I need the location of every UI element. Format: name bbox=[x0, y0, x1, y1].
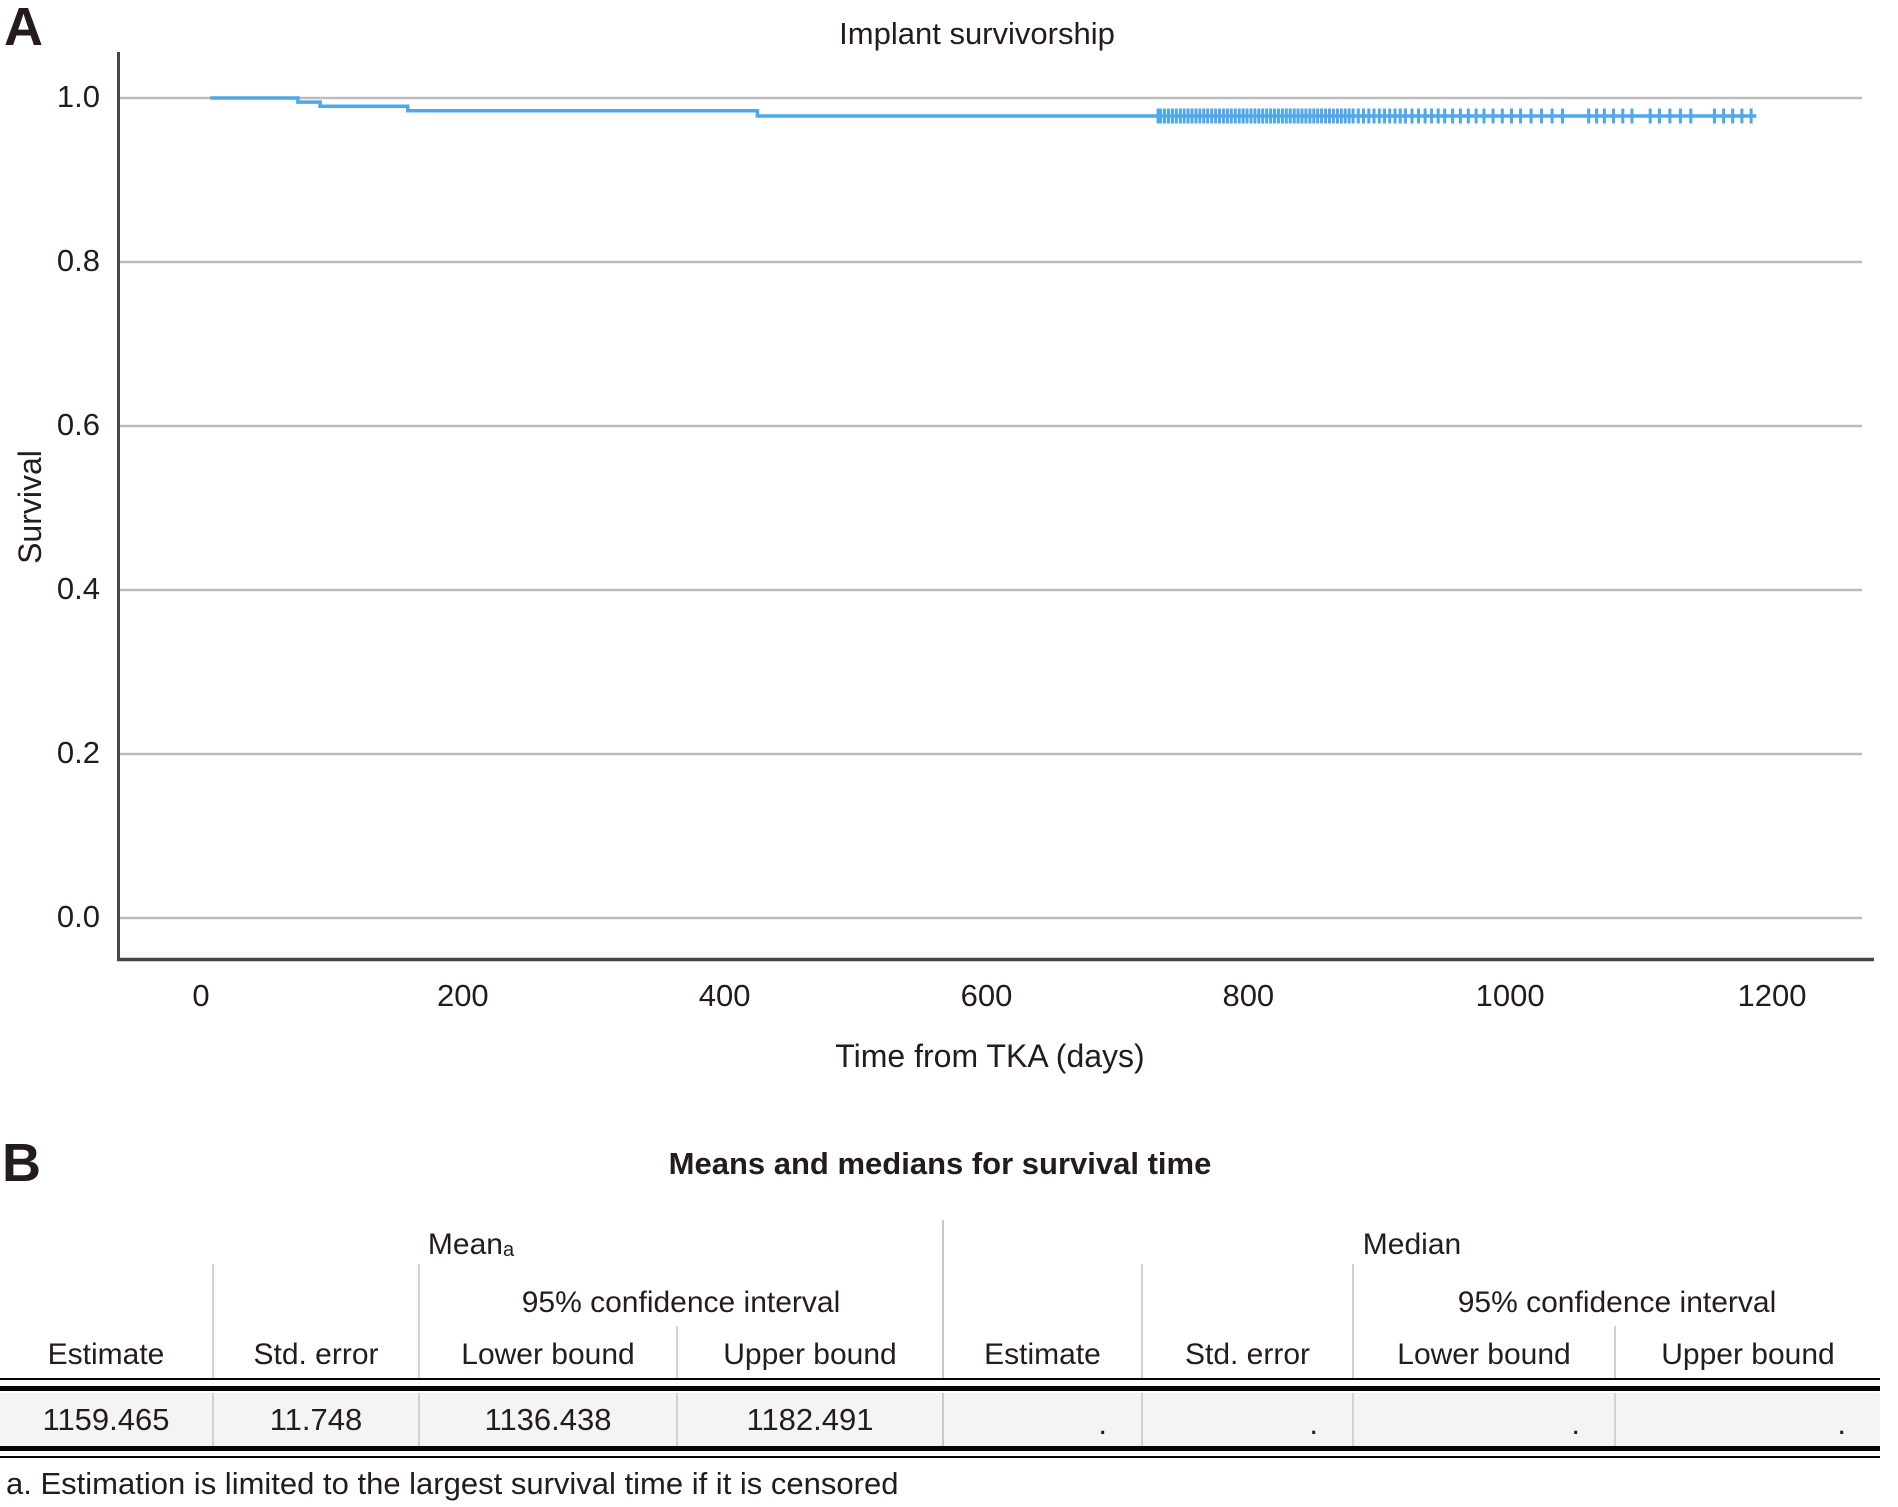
value-upperbound-mean: 1182.491 bbox=[676, 1393, 942, 1446]
spacer-cell bbox=[212, 1264, 418, 1326]
value-lowerbound-median: . bbox=[1352, 1393, 1614, 1446]
panel-b-table: B Means and medians for survival time Me… bbox=[0, 1128, 1898, 1507]
column-header-estimate-mean: Estimate bbox=[0, 1326, 212, 1378]
table-title: Means and medians for survival time bbox=[0, 1146, 1880, 1182]
x-tick-label: 200 bbox=[403, 978, 523, 1014]
column-header-stderror-median: Std. error bbox=[1141, 1326, 1352, 1378]
y-tick-label: 0.4 bbox=[0, 571, 100, 607]
y-tick-label: 1.0 bbox=[0, 79, 100, 115]
table-footnote: a. Estimation is limited to the largest … bbox=[6, 1466, 898, 1502]
mean-ci-header: 95% confidence interval bbox=[418, 1264, 942, 1326]
value-estimate-mean: 1159.465 bbox=[0, 1393, 212, 1446]
table-header-grid: Meana Median 95% confidence interval 95%… bbox=[0, 1220, 1880, 1378]
figure-page: A Implant survivorship Survival Time fro… bbox=[0, 0, 1898, 1507]
y-tick-label: 0.0 bbox=[0, 899, 100, 935]
x-tick-label: 600 bbox=[927, 978, 1047, 1014]
column-header-lowerbound-median: Lower bound bbox=[1352, 1326, 1614, 1378]
y-tick-label: 0.6 bbox=[0, 407, 100, 443]
x-tick-label: 400 bbox=[665, 978, 785, 1014]
spacer-cell bbox=[0, 1264, 212, 1326]
y-tick-label: 0.8 bbox=[0, 243, 100, 279]
spacer-cell bbox=[1141, 1264, 1352, 1326]
chart-title: Implant survivorship bbox=[677, 16, 1277, 52]
survival-curve bbox=[210, 98, 1756, 116]
median-ci-header: 95% confidence interval bbox=[1352, 1264, 1880, 1326]
x-tick-label: 1000 bbox=[1450, 978, 1570, 1014]
column-header-stderror-mean: Std. error bbox=[212, 1326, 418, 1378]
value-upperbound-median: . bbox=[1614, 1393, 1880, 1446]
table-rule-top-thick bbox=[0, 1386, 1880, 1391]
x-tick-label: 800 bbox=[1188, 978, 1308, 1014]
y-tick-label: 0.2 bbox=[0, 735, 100, 771]
table-rule-bottom-thin bbox=[0, 1456, 1880, 1458]
table-rule-top-thin bbox=[0, 1378, 1880, 1380]
column-header-upperbound-mean: Upper bound bbox=[676, 1326, 942, 1378]
km-curve-svg bbox=[0, 0, 1898, 1110]
mean-group-header: Meana bbox=[0, 1220, 942, 1264]
column-header-lowerbound-mean: Lower bound bbox=[418, 1326, 676, 1378]
table-data-row: 1159.465 11.748 1136.438 1182.491 . . . … bbox=[0, 1393, 1880, 1446]
value-stderror-median: . bbox=[1141, 1393, 1352, 1446]
value-lowerbound-mean: 1136.438 bbox=[418, 1393, 676, 1446]
mean-footnote-marker: a bbox=[503, 1239, 514, 1262]
column-header-upperbound-median: Upper bound bbox=[1614, 1326, 1880, 1378]
mean-label: Mean bbox=[428, 1228, 503, 1262]
value-estimate-median: . bbox=[942, 1393, 1141, 1446]
median-label: Median bbox=[1363, 1228, 1461, 1262]
column-header-estimate-median: Estimate bbox=[942, 1326, 1141, 1378]
x-tick-label: 1200 bbox=[1712, 978, 1832, 1014]
spacer-cell bbox=[942, 1264, 1141, 1326]
x-axis-title: Time from TKA (days) bbox=[690, 1038, 1290, 1075]
value-stderror-mean: 11.748 bbox=[212, 1393, 418, 1446]
x-tick-label: 0 bbox=[141, 978, 261, 1014]
km-survival-chart bbox=[0, 0, 1898, 1115]
panel-a-survival-plot: A Implant survivorship Survival Time fro… bbox=[0, 0, 1898, 1110]
median-group-header: Median bbox=[942, 1220, 1880, 1264]
table-rule-bottom-thick bbox=[0, 1446, 1880, 1451]
